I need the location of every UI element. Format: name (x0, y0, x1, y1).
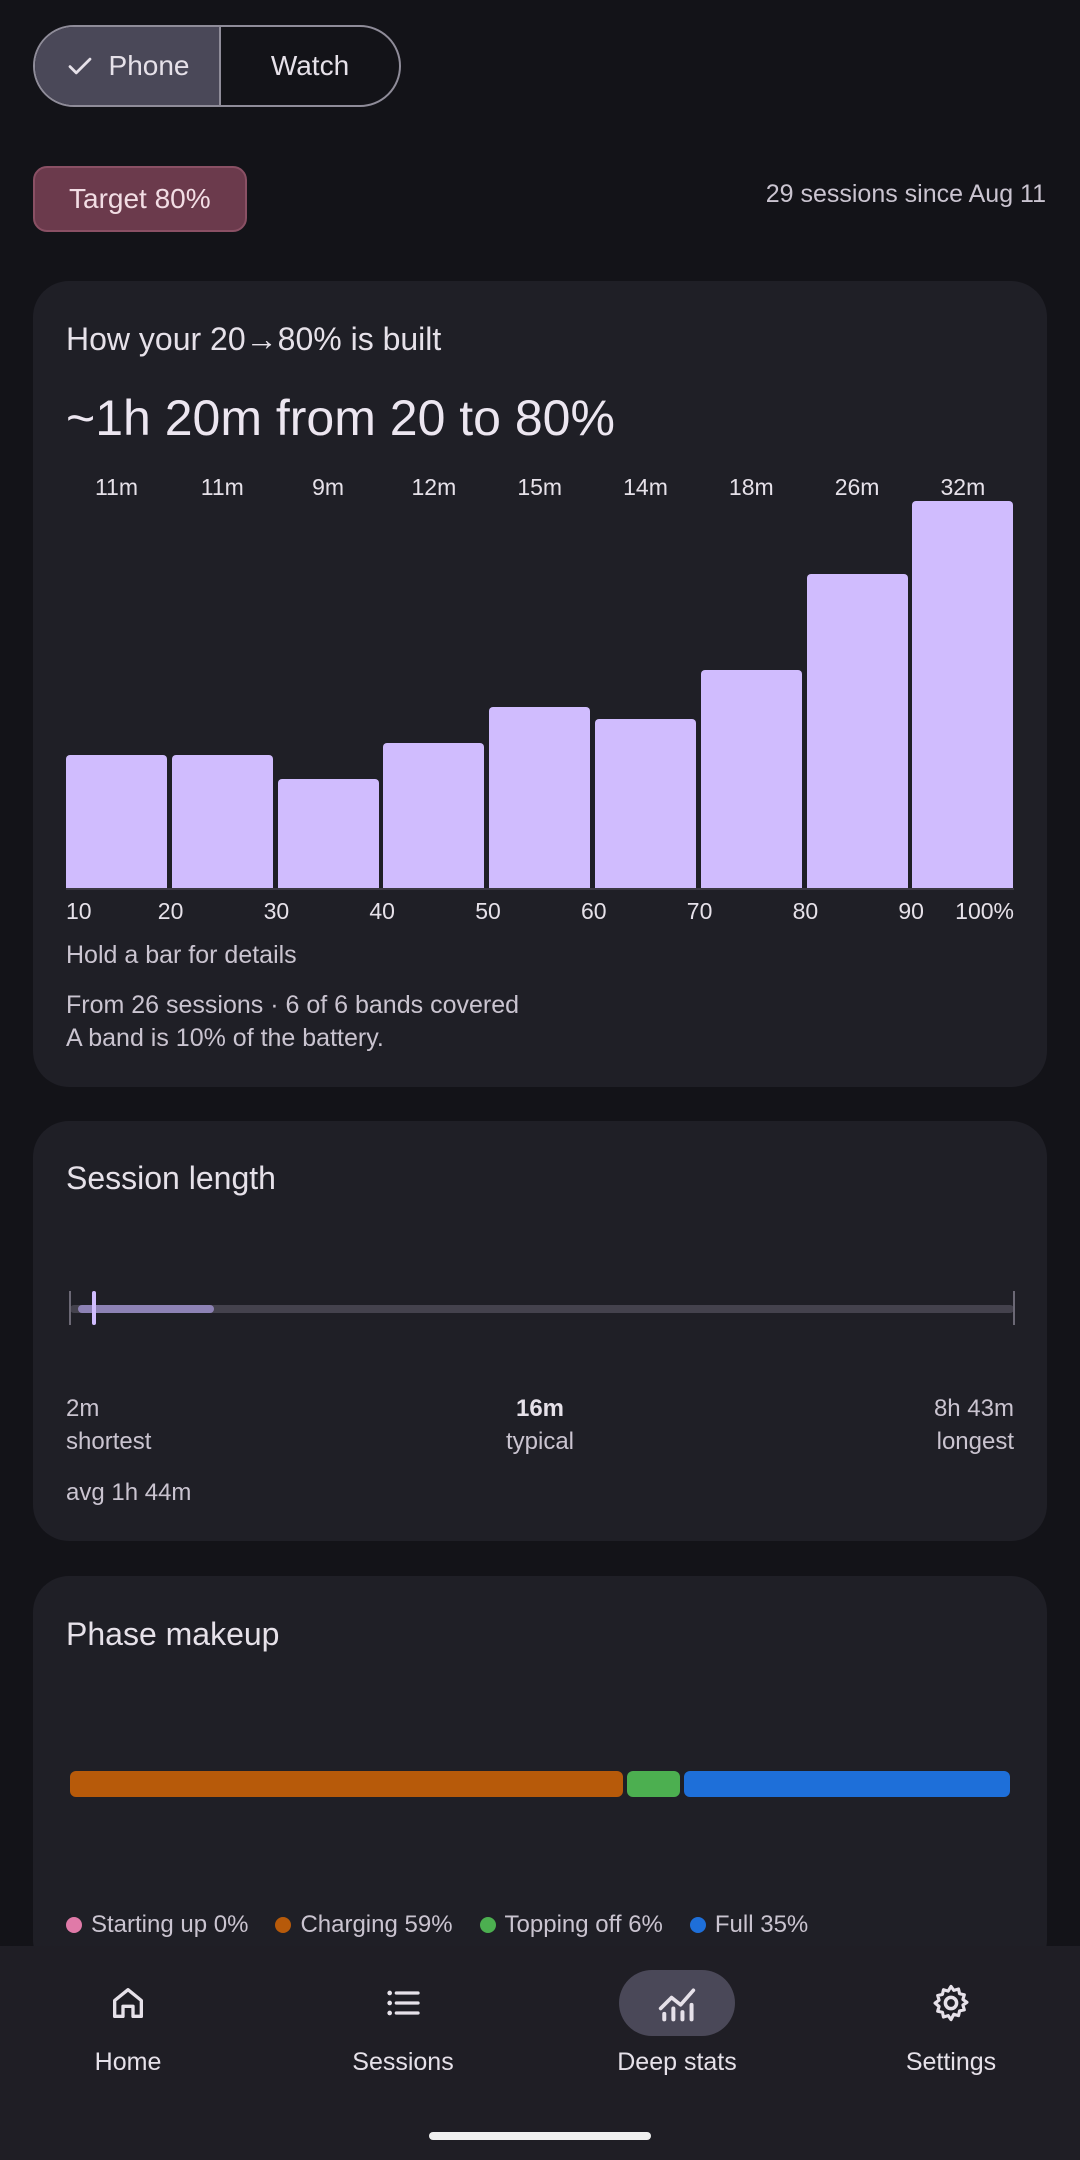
phase-legend-item: Starting up 0% (66, 1911, 248, 1939)
nav-home-label: Home (94, 2048, 162, 2076)
nav-sessions[interactable]: Sessions (303, 1970, 503, 2077)
band-bar[interactable] (595, 719, 696, 888)
sessions-footnote: From 26 sessions · 6 of 6 bands covered (66, 991, 520, 1019)
hold-hint: Hold a bar for details (66, 941, 297, 969)
phase-legend-item: Charging 59% (275, 1911, 453, 1939)
build-headline: ~1h 20m from 20 to 80% (66, 390, 615, 446)
phase-color-dot (479, 1917, 496, 1933)
range-end-tick (1013, 1291, 1015, 1325)
typical-value: 16m (515, 1395, 565, 1422)
phase-makeup-card: Phase makeup Starting up 0% Charging 59% T… (33, 1576, 1047, 1976)
phase-color-dot (66, 1917, 82, 1933)
session-range-track (70, 1305, 1014, 1313)
band-footnote: A band is 10% of the battery. (66, 1024, 384, 1052)
phase-legend-label: Charging 59% (300, 1911, 453, 1938)
bar-value-label: 9m (312, 474, 345, 500)
bottom-navigation: Home Sessions Deep stats Settings (0, 1946, 1080, 2160)
phase-makeup-title: Phase makeup (66, 1616, 280, 1652)
nav-settings-label: Settings (905, 2048, 997, 2076)
x-tick-label: 30 (263, 898, 290, 924)
band-bar[interactable] (700, 670, 802, 888)
gear-icon (933, 1984, 969, 2022)
nav-settings-pill (893, 1970, 1009, 2036)
band-bar[interactable] (66, 755, 167, 888)
phone-toggle-button[interactable]: Phone (35, 27, 221, 105)
phase-legend: Starting up 0% Charging 59% Topping off 6%… (66, 1911, 835, 1939)
typical-label: typical (505, 1428, 575, 1455)
bar-value-label: 18m (728, 474, 774, 500)
band-bar[interactable] (383, 743, 485, 888)
chart-baseline (66, 888, 1014, 890)
shortest-label: shortest (66, 1428, 152, 1455)
phase-segment (626, 1771, 680, 1797)
gesture-home-bar (429, 2132, 651, 2140)
watch-toggle-button[interactable]: Watch (221, 27, 399, 105)
phase-legend-label: Full 35% (714, 1911, 809, 1938)
build-card-title: How your 20→80% is built (66, 321, 442, 357)
phase-legend-item: Full 35% (689, 1911, 809, 1939)
x-tick-label: 70 (686, 898, 713, 924)
device-toggle: Phone Watch (33, 25, 401, 107)
band-bar[interactable] (912, 501, 1014, 888)
x-tick-label: 10 (66, 898, 92, 924)
typical-marker (92, 1291, 96, 1325)
x-tick-label: 90 (898, 898, 924, 924)
x-tick-label: 40 (369, 898, 395, 924)
nav-sessions-label: Sessions (352, 2048, 454, 2076)
x-tick-label: 80 (792, 898, 819, 924)
session-range-fill (78, 1305, 214, 1313)
charge-build-card: How your 20→80% is built ~1h 20m from 20… (33, 281, 1047, 1087)
bar-value-label: 11m (200, 474, 244, 500)
range-start-tick (69, 1291, 71, 1325)
nav-sessions-pill (345, 1970, 461, 2036)
bar-value-label: 32m (940, 474, 986, 500)
phase-color-dot (275, 1917, 292, 1933)
bar-value-label: 14m (623, 474, 668, 500)
phase-legend-label: Topping off 6% (504, 1911, 663, 1938)
bar-value-label: 12m (411, 474, 457, 500)
bar-value-label: 26m (834, 474, 880, 500)
chart-icon (658, 1988, 696, 2022)
x-tick-label: 60 (581, 898, 607, 924)
check-icon (68, 57, 91, 75)
band-bar[interactable] (171, 755, 273, 888)
nav-home-pill (70, 1970, 186, 2036)
phone-label: Phone (108, 50, 190, 81)
target-chip-label: Target 80% (69, 183, 211, 214)
session-length-card: Session length 2m shortest 16m typical 8… (33, 1121, 1047, 1541)
x-tick-label: 100% (955, 898, 1014, 924)
bar-value-label: 11m (94, 474, 139, 500)
average-length: avg 1h 44m (66, 1479, 192, 1506)
nav-settings[interactable]: Settings (851, 1970, 1051, 2077)
target-chip[interactable]: Target 80% (33, 166, 247, 232)
home-icon (113, 1988, 143, 2018)
phase-legend-item: Topping off 6% (479, 1911, 663, 1939)
phase-color-dot (689, 1917, 706, 1933)
session-length-title: Session length (66, 1160, 276, 1196)
nav-deep-stats[interactable]: Deep stats (577, 1970, 777, 2077)
sessions-since-text: 29 sessions since Aug 11 (765, 180, 1046, 208)
list-icon (387, 1990, 420, 2016)
nav-home[interactable]: Home (28, 1970, 228, 2077)
band-bar[interactable] (806, 574, 908, 888)
phase-legend-label: Starting up 0% (91, 1911, 249, 1938)
phase-segment (683, 1771, 1010, 1797)
x-tick-label: 50 (475, 898, 501, 924)
shortest-value: 2m (66, 1395, 100, 1422)
nav-deep-stats-pill (619, 1970, 735, 2036)
nav-deep-stats-label: Deep stats (617, 2048, 737, 2076)
band-bar[interactable] (277, 779, 379, 888)
band-bar[interactable] (489, 707, 591, 888)
bar-value-label: 15m (517, 474, 563, 500)
longest-value: 8h 43m (933, 1395, 1014, 1422)
watch-label: Watch (270, 50, 350, 81)
phase-segment (70, 1771, 623, 1797)
x-tick-label: 20 (157, 898, 184, 924)
longest-label: longest (936, 1428, 1014, 1455)
